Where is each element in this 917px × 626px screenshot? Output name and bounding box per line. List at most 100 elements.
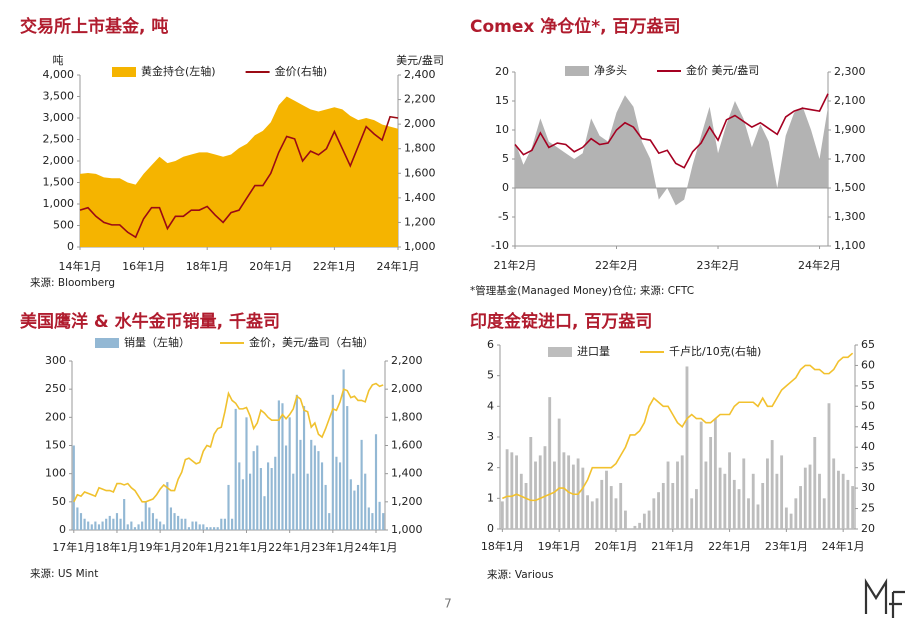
bar xyxy=(642,513,646,529)
legend-swatch xyxy=(112,67,136,77)
bar xyxy=(90,524,93,530)
bar xyxy=(534,461,537,529)
y2-tick-label: 1,200 xyxy=(391,495,423,508)
x-tick-label: 18年1月 xyxy=(186,259,229,273)
source-note: 来源: US Mint xyxy=(30,567,98,580)
y-tick-label: 3 xyxy=(487,430,494,443)
y2-tick-label: 60 xyxy=(861,358,875,371)
bar xyxy=(234,408,237,530)
legend-label: 千卢比/10克(右轴) xyxy=(669,344,761,358)
x-tick-label: 22年1月 xyxy=(313,259,356,273)
x-tick-label: 20年1月 xyxy=(182,540,225,554)
source-note: 来源: Various xyxy=(487,568,553,581)
legend-swatch xyxy=(565,66,589,76)
y2-tick-label: 2,200 xyxy=(391,354,423,367)
bar xyxy=(709,437,713,529)
y2-tick-label: 1,800 xyxy=(404,142,436,155)
bar xyxy=(699,421,703,529)
bar xyxy=(374,434,378,530)
bar xyxy=(761,483,765,529)
bar xyxy=(728,452,731,529)
x-tick-label: 21年1月 xyxy=(225,540,268,554)
bar xyxy=(713,418,717,529)
bar xyxy=(317,451,320,530)
area xyxy=(515,95,828,206)
bar xyxy=(241,479,244,530)
bar xyxy=(671,483,675,529)
bar xyxy=(223,518,226,530)
bar xyxy=(281,403,284,530)
bar xyxy=(249,473,252,530)
bar xyxy=(184,518,187,530)
bar xyxy=(198,524,201,530)
y-tick-label: 3,000 xyxy=(43,111,75,124)
bar xyxy=(519,473,523,529)
y-tick-label: 300 xyxy=(45,354,66,367)
bar xyxy=(133,527,137,530)
bar xyxy=(543,446,547,529)
bar xyxy=(94,521,97,530)
bar xyxy=(263,496,266,530)
bar xyxy=(266,462,270,530)
y2-tick-label: 1,600 xyxy=(404,166,436,179)
bar xyxy=(813,437,817,529)
bar xyxy=(148,507,151,530)
bar xyxy=(360,439,363,530)
bar xyxy=(803,467,807,529)
bar xyxy=(72,445,75,530)
bar xyxy=(213,527,216,530)
bar xyxy=(97,524,101,530)
bar xyxy=(718,467,722,529)
line xyxy=(73,382,384,503)
bar xyxy=(313,445,316,530)
bar xyxy=(364,473,367,530)
bar xyxy=(187,527,191,530)
bar xyxy=(169,507,173,530)
bar xyxy=(274,456,277,530)
x-tick-label: 18年1月 xyxy=(95,540,138,554)
y2-tick-label: 30 xyxy=(861,481,875,494)
bar xyxy=(818,473,821,529)
bar xyxy=(180,518,183,530)
bar xyxy=(784,507,788,529)
y2-tick-label: 1,400 xyxy=(404,191,436,204)
bar xyxy=(638,522,642,529)
bar xyxy=(799,486,802,529)
bar xyxy=(595,498,599,529)
bar xyxy=(780,455,784,529)
y-tick-label: 0 xyxy=(487,522,494,535)
logo xyxy=(864,578,905,618)
chart-title: 美国鹰洋 & 水牛金币销量, 千盎司 xyxy=(20,311,280,332)
y2-tick-label: 20 xyxy=(861,522,875,535)
bar xyxy=(647,510,651,529)
bar xyxy=(123,499,126,530)
legend-swatch xyxy=(95,338,119,348)
bar xyxy=(202,524,205,530)
y2-tick-label: 1,000 xyxy=(404,240,436,253)
bar xyxy=(252,451,255,530)
bar xyxy=(284,445,288,530)
bar xyxy=(590,501,594,529)
bar xyxy=(832,458,836,529)
bar xyxy=(371,513,374,530)
bar xyxy=(220,518,223,530)
y-tick-label: -5 xyxy=(498,210,509,223)
x-tick-label: 19年1月 xyxy=(139,540,182,554)
bar xyxy=(770,440,774,529)
bar xyxy=(288,417,291,530)
bar xyxy=(205,527,208,530)
bar xyxy=(695,489,698,529)
line xyxy=(502,352,854,502)
bar xyxy=(306,473,309,530)
bar xyxy=(661,483,665,529)
y-tick-label: 10 xyxy=(495,123,509,136)
y-tick-label: 4,000 xyxy=(43,68,75,81)
bar xyxy=(191,521,194,530)
bar xyxy=(367,507,370,530)
bar xyxy=(605,470,608,529)
x-tick-label: 17年1月 xyxy=(52,540,95,554)
bar xyxy=(382,513,385,530)
chart-title: 交易所上市基金, 吨 xyxy=(20,16,168,37)
bar xyxy=(723,473,727,529)
